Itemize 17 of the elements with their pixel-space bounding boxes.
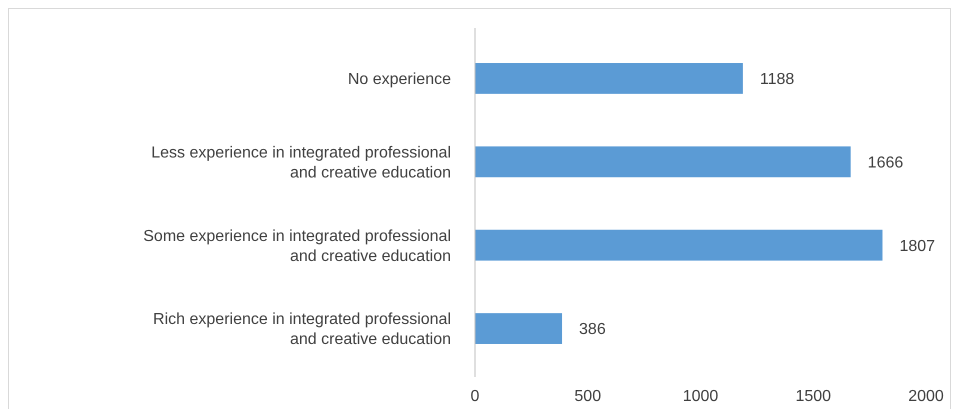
x-tick-label: 1500 — [795, 388, 832, 405]
y-tick-label: Rich experience in integrated professional and creative education — [153, 311, 451, 348]
y-tick-label: Less experience in integrated professional and creative education — [151, 144, 451, 182]
data-label: 1666 — [868, 154, 904, 172]
data-label: 386 — [579, 321, 606, 338]
x-tick-label: 0 — [470, 388, 480, 405]
bar — [475, 313, 562, 344]
bar — [475, 230, 882, 261]
x-tick-label: 1000 — [682, 388, 718, 405]
bar — [475, 63, 743, 94]
x-tick-label: 2000 — [908, 388, 944, 405]
y-tick-label: No experience — [348, 71, 452, 88]
y-tick-label: Some experience in integrated professional and creative education — [143, 228, 451, 265]
data-label: 1188 — [760, 71, 794, 88]
bar — [475, 146, 851, 178]
data-label: 1807 — [899, 238, 936, 255]
x-tick-label: 500 — [574, 388, 602, 405]
